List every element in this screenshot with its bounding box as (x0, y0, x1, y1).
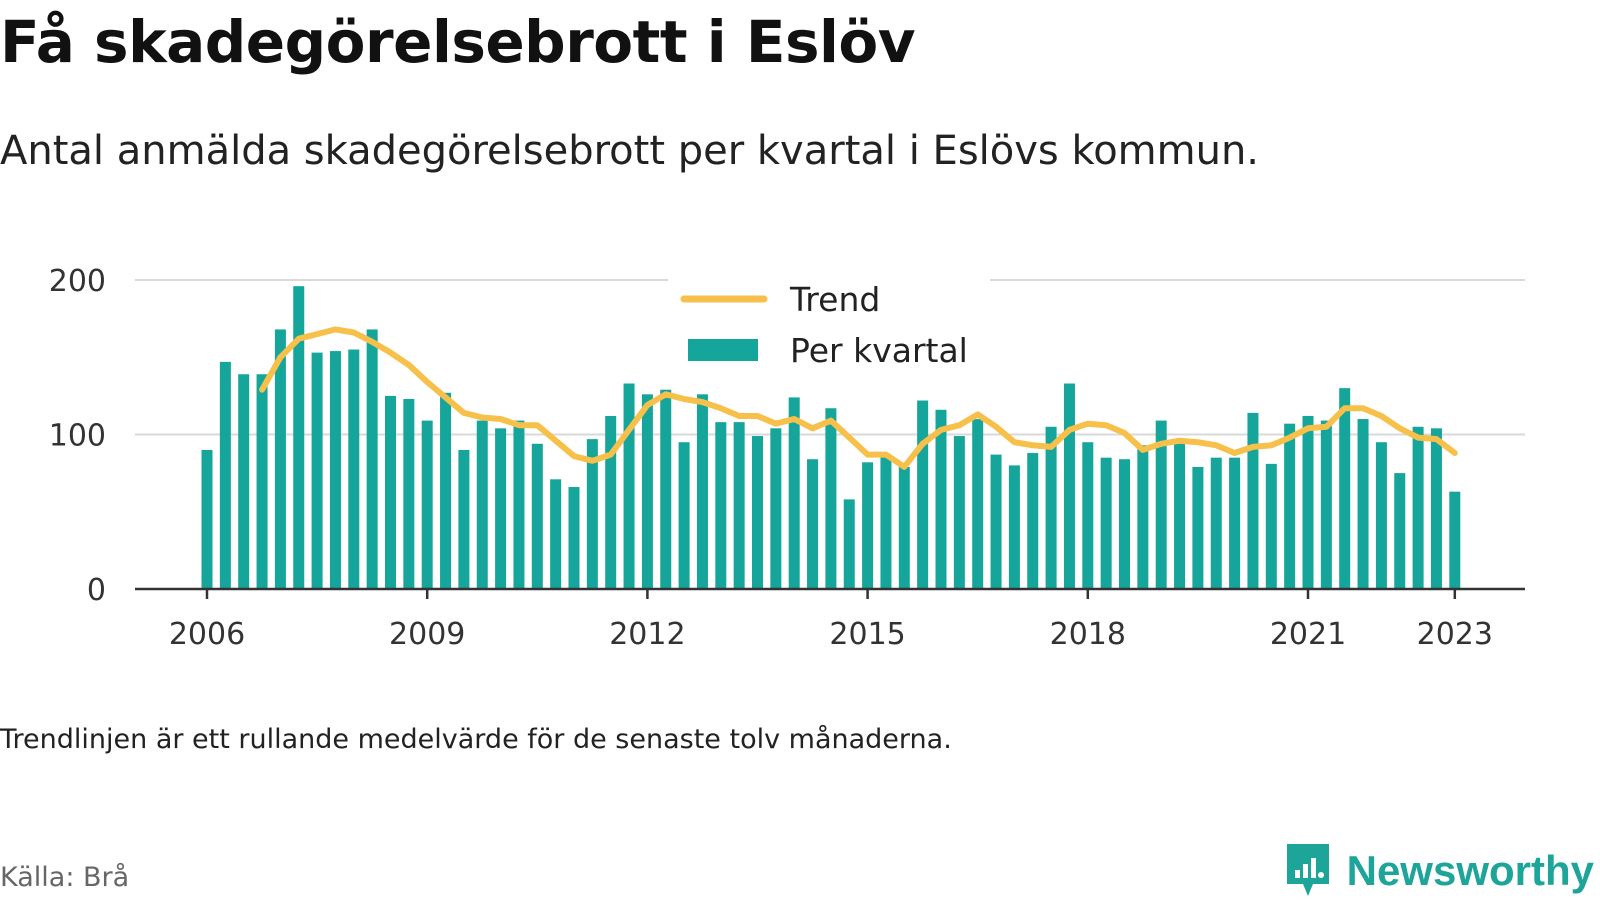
bar (1100, 457, 1112, 589)
bar (1045, 426, 1057, 589)
bar (1357, 419, 1369, 589)
bar (733, 422, 745, 589)
x-tick-label: 2023 (1417, 617, 1493, 652)
bar (366, 329, 378, 589)
bar (1412, 426, 1424, 589)
bars (201, 286, 1461, 589)
bar (348, 349, 360, 589)
source-text: Källa: Brå (0, 862, 130, 893)
y-tick-label: 200 (49, 264, 106, 299)
bar (1320, 420, 1332, 589)
trend-line (259, 326, 1458, 470)
bar (917, 400, 929, 589)
bar (1229, 457, 1241, 589)
bar (605, 415, 617, 589)
bar (788, 397, 800, 589)
legend-bar-swatch (688, 339, 758, 361)
bar (476, 420, 488, 589)
bar (880, 454, 892, 589)
bar (1210, 457, 1222, 589)
x-tick-label: 2006 (169, 617, 245, 652)
bar (495, 428, 507, 589)
trend-line-group (259, 326, 1458, 470)
brand-name: Newsworthy (1346, 847, 1594, 894)
newsworthy-logo-icon (1286, 844, 1329, 896)
bar (238, 374, 250, 589)
bar (1082, 442, 1094, 589)
bar (1265, 463, 1277, 589)
y-tick-label: 0 (87, 573, 106, 608)
bar (1247, 412, 1259, 589)
bar (660, 389, 672, 589)
bar (1137, 445, 1149, 589)
bar (1339, 388, 1351, 589)
bar (953, 436, 965, 589)
legend-background (668, 268, 990, 380)
bar (329, 351, 341, 589)
bar (311, 352, 323, 589)
bar (1302, 415, 1314, 589)
bar (862, 462, 874, 589)
bar (641, 394, 653, 589)
bar (421, 420, 433, 589)
y-tick-label: 100 (49, 419, 106, 454)
bar (550, 479, 562, 589)
bar (586, 439, 598, 589)
bar (201, 449, 213, 589)
bar (568, 487, 580, 589)
chart-subtitle: Antal anmälda skadegörelsebrott per kvar… (0, 128, 1260, 174)
x-tick-label: 2012 (609, 617, 685, 652)
bar (1192, 466, 1204, 589)
legend-bar-label: Per kvartal (790, 331, 968, 370)
bar (825, 408, 837, 589)
bar (935, 409, 947, 589)
bar (274, 329, 286, 589)
legend-trend-label: Trend (789, 280, 880, 319)
bar (219, 361, 231, 589)
legend: Trend Per kvartal (668, 268, 990, 380)
bar (1155, 420, 1167, 589)
bar (807, 459, 819, 589)
bar (898, 466, 910, 589)
bar (531, 443, 543, 589)
bar (623, 383, 635, 589)
bar (440, 392, 452, 589)
bar (752, 436, 763, 589)
bar (678, 442, 690, 589)
chart-title: Få skadegörelsebrott i Eslöv (0, 8, 916, 76)
footnote: Trendlinjen är ett rullande medelvärde f… (0, 724, 952, 755)
bar (1430, 428, 1442, 589)
bar (1284, 423, 1296, 589)
bar (1449, 491, 1461, 589)
bar (715, 422, 727, 589)
bar (1119, 459, 1130, 589)
x-tick-label: 2021 (1270, 617, 1346, 652)
x-tick-label: 2015 (829, 617, 905, 652)
bar (403, 398, 415, 589)
bar-chart: 0 100 200 2006 2009 2012 2015 2018 2021 2023 Tren… (49, 264, 1525, 652)
x-tick-label: 2009 (389, 617, 465, 652)
bar (256, 374, 268, 589)
bar (696, 394, 708, 589)
axes: 0 100 200 2006 2009 2012 2015 2018 2021 2023 (49, 264, 1525, 652)
bar (1063, 383, 1075, 589)
bar (1008, 465, 1020, 589)
x-tick-label: 2018 (1050, 617, 1126, 652)
bar (1375, 442, 1387, 589)
bar (770, 428, 782, 589)
bar (513, 420, 525, 589)
bar (385, 395, 396, 589)
bar (1394, 473, 1406, 589)
bar (1174, 443, 1186, 589)
bar (293, 286, 305, 589)
bar (972, 419, 984, 589)
bar (990, 454, 1002, 589)
bar (458, 449, 470, 589)
bar (843, 499, 855, 589)
brand-logo[interactable]: Newsworthy (1283, 842, 1594, 900)
bar (1027, 453, 1039, 589)
